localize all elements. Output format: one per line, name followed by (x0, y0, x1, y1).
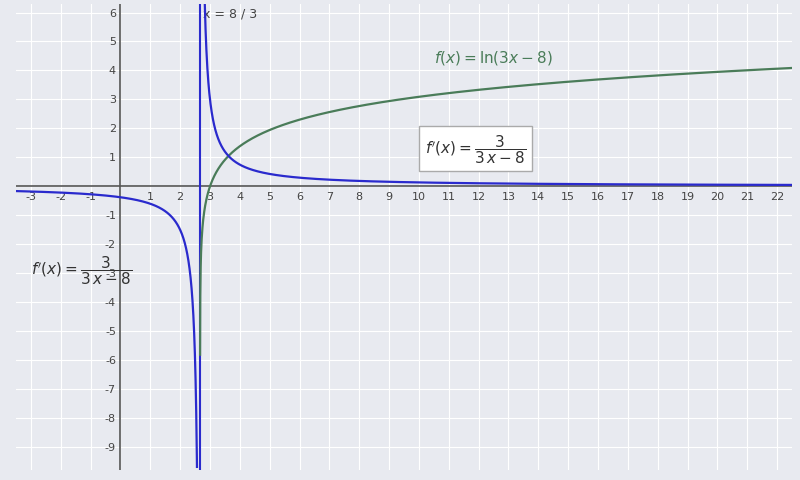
Text: -9: -9 (105, 442, 116, 452)
Text: 16: 16 (591, 192, 605, 201)
Text: -5: -5 (105, 326, 116, 336)
Text: 2: 2 (177, 192, 184, 201)
Text: -1: -1 (105, 211, 116, 221)
Text: 8: 8 (356, 192, 362, 201)
Text: 2: 2 (109, 124, 116, 134)
Text: 5: 5 (266, 192, 273, 201)
Text: 1: 1 (109, 153, 116, 163)
Text: -6: -6 (105, 356, 116, 365)
Text: 21: 21 (740, 192, 754, 201)
Text: 14: 14 (531, 192, 546, 201)
Text: 1: 1 (147, 192, 154, 201)
Text: $f(x) = \ln(3x - 8)$: $f(x) = \ln(3x - 8)$ (434, 49, 553, 67)
Text: -2: -2 (105, 240, 116, 250)
Text: 17: 17 (621, 192, 635, 201)
Text: 19: 19 (681, 192, 694, 201)
Text: 7: 7 (326, 192, 333, 201)
Text: 6: 6 (296, 192, 303, 201)
Text: $f'(x) = \dfrac{3}{3\,x - 8}$: $f'(x) = \dfrac{3}{3\,x - 8}$ (31, 253, 132, 286)
Text: 11: 11 (442, 192, 456, 201)
Text: 3: 3 (109, 95, 116, 105)
Text: 13: 13 (502, 192, 515, 201)
Text: -1: -1 (85, 192, 96, 201)
Text: -4: -4 (105, 298, 116, 308)
Text: 3: 3 (206, 192, 214, 201)
Text: $f'(x) = \dfrac{3}{3\,x - 8}$: $f'(x) = \dfrac{3}{3\,x - 8}$ (425, 133, 526, 166)
Text: 9: 9 (386, 192, 393, 201)
Text: 20: 20 (710, 192, 725, 201)
Text: 12: 12 (471, 192, 486, 201)
Text: x = 8 / 3: x = 8 / 3 (203, 8, 257, 21)
Text: 22: 22 (770, 192, 784, 201)
Text: 4: 4 (236, 192, 243, 201)
Text: -3: -3 (105, 269, 116, 279)
Text: -8: -8 (105, 413, 116, 423)
Text: 10: 10 (412, 192, 426, 201)
Text: 6: 6 (109, 9, 116, 18)
Text: -3: -3 (26, 192, 37, 201)
Text: 4: 4 (109, 66, 116, 76)
Text: 5: 5 (109, 37, 116, 48)
Text: 18: 18 (650, 192, 665, 201)
Text: -7: -7 (105, 384, 116, 395)
Text: -2: -2 (55, 192, 66, 201)
Text: 15: 15 (561, 192, 575, 201)
